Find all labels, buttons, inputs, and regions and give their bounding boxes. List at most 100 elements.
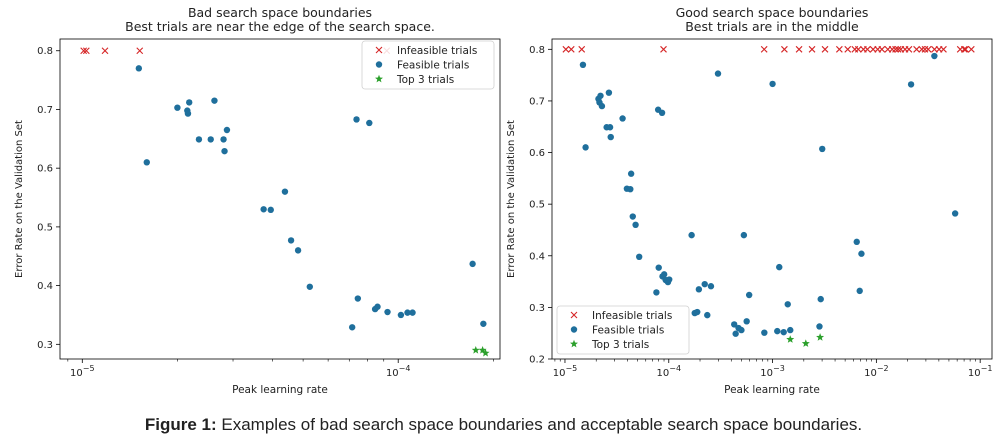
y-tick-label: 0.5 (529, 200, 545, 211)
feasible-point (627, 185, 634, 193)
feasible-point (579, 61, 587, 69)
figure-caption: Figure 1: Examples of bad search space b… (0, 415, 1007, 435)
x-tick-label: 10−4 (657, 364, 682, 379)
legend-label: Top 3 trials (396, 74, 454, 86)
feasible-point (769, 80, 776, 88)
feasible-point (606, 124, 614, 131)
data-points (562, 45, 975, 347)
x-tick-label: 10−2 (864, 364, 889, 379)
feasible-point (774, 327, 781, 335)
feasible-point (738, 326, 745, 334)
infeasible-point (578, 45, 586, 53)
infeasible-point (888, 45, 896, 53)
infeasible-point (136, 47, 144, 55)
legend-marker (375, 74, 383, 83)
feasible-point (666, 276, 673, 283)
feasible-point (619, 115, 626, 122)
y-tick-label: 0.8 (37, 46, 53, 57)
x-tick-label: 10−1 (968, 364, 993, 379)
feasible-point (221, 147, 228, 155)
feasible-point (701, 280, 708, 288)
infeasible-point (567, 45, 575, 53)
feasible-point (951, 210, 959, 217)
y-tick-label: 0.8 (529, 45, 545, 56)
infeasible-point (918, 45, 926, 53)
feasible-point (607, 133, 614, 141)
feasible-point (636, 253, 643, 261)
x-tick-label: 10−5 (553, 364, 578, 379)
infeasible-point (80, 47, 88, 55)
feasible-point (731, 321, 738, 328)
legend-marker (570, 339, 578, 348)
feasible-point (374, 303, 381, 310)
infeasible-point (660, 45, 667, 53)
feasible-point (658, 109, 666, 117)
y-tick-label: 0.4 (37, 281, 53, 292)
feasible-point (397, 311, 405, 319)
feasible-point (598, 102, 606, 110)
top3-point (481, 348, 490, 357)
y-axis: 0.3 0.4 0.5 0.6 0.7 0.8 (37, 46, 60, 351)
top3-point (786, 335, 795, 343)
data-points (80, 47, 490, 357)
feasible-point (817, 295, 824, 303)
y-tick-label: 0.7 (37, 105, 53, 116)
figure-caption-text: Examples of bad search space boundaries … (221, 415, 863, 434)
infeasible-point (101, 47, 109, 55)
legend-label: Infeasible trials (592, 310, 672, 322)
feasible-point (660, 271, 668, 278)
legend-label: Infeasible trials (397, 45, 477, 57)
y-axis-label: Error Rate on the Validation Set (14, 120, 25, 278)
feasible-point (211, 97, 218, 104)
feasible-point (582, 144, 589, 151)
feasible-point (688, 231, 695, 239)
feasible-point (409, 309, 416, 316)
legend-label: Top 3 trials (591, 339, 649, 351)
infeasible-point (905, 45, 913, 53)
legend-label: Feasible trials (397, 59, 469, 71)
x-axis: 10−5 10−4 10−3 10−2 10−1 (553, 359, 993, 379)
feasible-point (281, 188, 289, 195)
infeasible-point (864, 45, 871, 53)
figure-caption-label: Figure 1: (144, 415, 217, 434)
feasible-point (780, 328, 787, 336)
infeasible-point (892, 45, 899, 53)
infeasible-point (760, 45, 768, 53)
y-tick-label: 0.3 (37, 340, 53, 351)
feasible-point (627, 170, 635, 177)
legend-box (556, 305, 690, 355)
plot-frame (551, 38, 993, 360)
feasible-point (694, 308, 701, 316)
chart-title: Good search space boundaries (676, 5, 869, 20)
feasible-point (469, 260, 476, 268)
feasible-point (784, 301, 791, 308)
infeasible-point (878, 45, 886, 53)
feasible-point (853, 238, 860, 246)
feasible-point (931, 52, 938, 60)
legend-marker (375, 46, 383, 54)
x-tick-label: 10−4 (386, 364, 411, 379)
feasible-point (354, 295, 362, 302)
y-axis-label: Error Rate on the Validation Set (506, 120, 517, 278)
top3-point (816, 333, 825, 341)
legend: Infeasible trials Feasible trials Top 3 tr… (556, 305, 690, 355)
feasible-point (632, 221, 639, 229)
feasible-point (135, 65, 143, 72)
x-axis-label: Peak learning rate (724, 384, 820, 396)
feasible-point (745, 291, 753, 299)
x-axis: 10−5 10−4 (67, 359, 494, 379)
y-tick-label: 0.7 (529, 96, 545, 107)
feasible-point (348, 324, 356, 331)
feasible-point (223, 126, 231, 134)
infeasible-point (913, 45, 920, 53)
feasible-point (207, 136, 214, 143)
top3-point (478, 345, 487, 354)
infeasible-point (835, 45, 843, 53)
legend-marker (375, 61, 383, 68)
feasible-point (195, 136, 203, 143)
infeasible-point (795, 45, 803, 53)
chart-subtitle: Best trials are near the edge of the sea… (125, 19, 435, 34)
feasible-point (816, 323, 823, 330)
top3-point (801, 339, 810, 347)
